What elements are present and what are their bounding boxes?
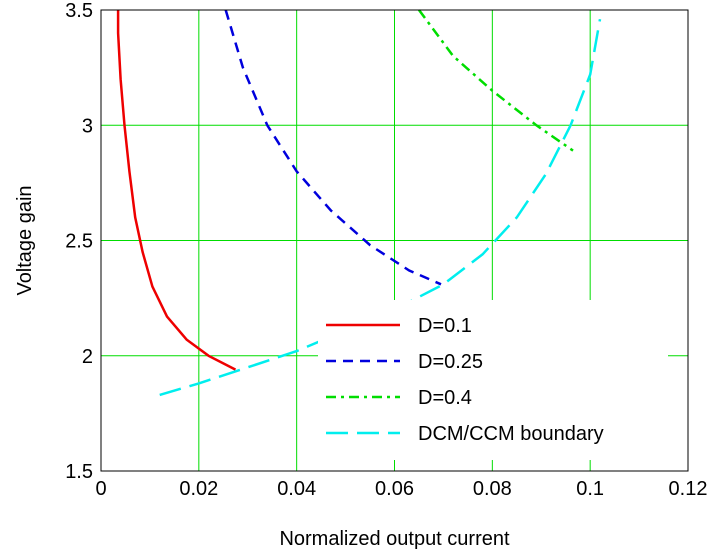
plot-frame	[100, 9, 689, 472]
x-tick-label: 0	[95, 478, 106, 500]
y-tick-label: 2	[82, 346, 93, 368]
x-axis-label: Normalized output current	[279, 528, 510, 550]
x-tick-label: 0.08	[473, 478, 512, 500]
plot-series	[116, 9, 602, 397]
legend-label: D=0.1	[418, 315, 472, 337]
axis-ticks: 0 0.02 0.04 0.06 0.08 0.1 0.12 1.5 2 2.5 3 3.5	[65, 0, 707, 500]
x-tick-label: 0.12	[669, 478, 708, 500]
y-tick-label: 2.5	[65, 231, 93, 253]
legend-label: D=0.25	[418, 351, 483, 373]
legend: D=0.1 D=0.25 D=0.4 DCM/CCM boundary	[318, 300, 668, 460]
series-line	[159, 18, 602, 397]
x-tick-label: 0.06	[375, 478, 414, 500]
series-line	[417, 9, 574, 152]
series-line	[116, 10, 237, 371]
y-axis-label: Voltage gain	[14, 185, 36, 295]
y-tick-label: 3	[82, 115, 93, 137]
x-tick-label: 0.02	[179, 478, 218, 500]
series-line	[224, 9, 442, 286]
x-tick-label: 0.1	[576, 478, 604, 500]
x-tick-label: 0.04	[277, 478, 316, 500]
legend-label: DCM/CCM boundary	[418, 423, 604, 445]
legend-label: D=0.4	[418, 387, 472, 409]
y-tick-label: 1.5	[65, 461, 93, 483]
y-tick-label: 3.5	[65, 0, 93, 22]
